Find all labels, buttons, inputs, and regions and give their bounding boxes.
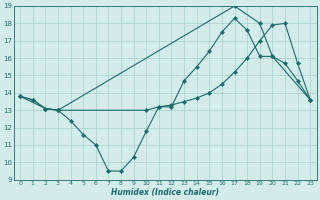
X-axis label: Humidex (Indice chaleur): Humidex (Indice chaleur) [111, 188, 219, 197]
